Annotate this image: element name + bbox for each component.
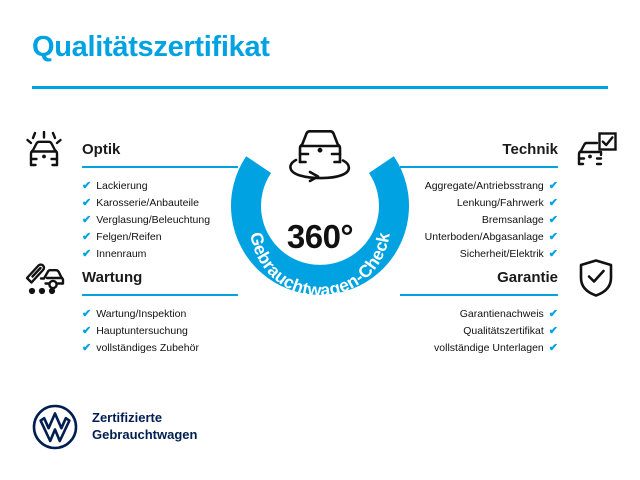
list-item-label: Hauptuntersuchung xyxy=(96,325,188,337)
car-service-wrench-icon xyxy=(22,258,66,298)
section-garantie: Garantie ✔ Garantienachweis ✔ Qualitätszer… xyxy=(396,258,618,357)
list-item: ✔ Karosserie/Anbauteile xyxy=(22,195,244,212)
list-item-label: Felgen/Reifen xyxy=(96,231,162,243)
section-divider-wartung xyxy=(82,294,238,296)
check-icon: ✔ xyxy=(82,180,92,192)
list-item: ✔ Garantienachweis xyxy=(396,306,618,323)
list-item-label: Wartung/Inspektion xyxy=(96,308,187,320)
checklist-technik: ✔ Aggregate/Antriebsstrang ✔ Lenkung/Fahrw… xyxy=(396,178,618,263)
list-item: ✔ Verglasung/Beleuchtung xyxy=(22,212,244,229)
footer-brand: Zertifizierte Gebrauchtwagen xyxy=(32,404,197,450)
check-icon: ✔ xyxy=(548,197,558,209)
section-title-optik: Optik xyxy=(82,141,121,158)
section-title-wartung: Wartung xyxy=(82,269,143,286)
check-icon: ✔ xyxy=(548,308,558,320)
check-icon: ✔ xyxy=(548,325,558,337)
list-item: ✔ Innenraum xyxy=(22,246,244,263)
volkswagen-logo xyxy=(32,404,78,450)
footer-line-2: Gebrauchtwagen xyxy=(92,427,198,442)
section-header-garantie: Garantie xyxy=(396,258,618,300)
check-icon: ✔ xyxy=(82,342,92,354)
list-item-label: Aggregate/Antriebsstrang xyxy=(424,180,544,192)
list-item: ✔ vollständiges Zubehör xyxy=(22,340,244,357)
section-optik: Optik ✔ Lackierung ✔ Karosserie/Anbauteile… xyxy=(22,130,244,263)
list-item-label: Sicherheit/Elektrik xyxy=(459,248,544,260)
check-icon: ✔ xyxy=(82,197,92,209)
list-item: ✔ Felgen/Reifen xyxy=(22,229,244,246)
car-shine-icon xyxy=(22,130,66,170)
list-item-label: Lackierung xyxy=(96,180,148,192)
checklist-garantie: ✔ Garantienachweis ✔ Qualitätszertifikat ✔… xyxy=(396,306,618,357)
list-item-label: Verglasung/Beleuchtung xyxy=(96,214,211,226)
check-icon: ✔ xyxy=(82,248,92,260)
list-item-label: Karosserie/Anbauteile xyxy=(96,197,199,209)
list-item: ✔ Unterboden/Abgasanlage xyxy=(396,229,618,246)
check-icon: ✔ xyxy=(82,308,92,320)
page-title: Qualitätszertifikat xyxy=(32,31,270,63)
section-title-garantie: Garantie xyxy=(497,269,558,286)
title-divider xyxy=(32,86,608,89)
check-icon: ✔ xyxy=(548,214,558,226)
badge-degrees: 360° xyxy=(286,218,354,255)
checklist-wartung: ✔ Wartung/Inspektion ✔ Hauptuntersuchung ✔… xyxy=(22,306,244,357)
list-item: ✔ vollständige Unterlagen xyxy=(396,340,618,357)
check-icon: ✔ xyxy=(82,214,92,226)
list-item: ✔ Wartung/Inspektion xyxy=(22,306,244,323)
section-divider-garantie xyxy=(400,294,558,296)
list-item: ✔ Sicherheit/Elektrik xyxy=(396,246,618,263)
list-item: ✔ Lackierung xyxy=(22,178,244,195)
section-header-technik: Technik xyxy=(396,130,618,172)
list-item-label: vollständiges Zubehör xyxy=(96,342,199,354)
check-icon: ✔ xyxy=(548,180,558,192)
list-item-label: Innenraum xyxy=(96,248,147,260)
list-item-label: Lenkung/Fahrwerk xyxy=(456,197,544,209)
checklist-optik: ✔ Lackierung ✔ Karosserie/Anbauteile ✔ Verg… xyxy=(22,178,244,263)
footer-brand-text: Zertifizierte Gebrauchtwagen xyxy=(92,410,197,443)
check-icon: ✔ xyxy=(548,248,558,260)
section-header-wartung: Wartung xyxy=(22,258,244,300)
list-item: ✔ Qualitätszertifikat xyxy=(396,323,618,340)
car-checkbox-icon xyxy=(574,130,618,170)
check-icon: ✔ xyxy=(82,325,92,337)
list-item-label: Qualitätszertifikat xyxy=(463,325,544,337)
list-item: ✔ Aggregate/Antriebsstrang xyxy=(396,178,618,195)
footer-line-1: Zertifizierte xyxy=(92,410,163,426)
list-item: ✔ Bremsanlage xyxy=(396,212,618,229)
car-rotate-icon xyxy=(289,130,351,183)
list-item: ✔ Hauptuntersuchung xyxy=(22,323,244,340)
360-gebrauchtwagen-check-badge: Gebrauchtwagen-Check 360° xyxy=(228,116,412,308)
list-item-label: vollständige Unterlagen xyxy=(434,342,544,354)
section-wartung: Wartung ✔ Wartung/Inspektion ✔ Hauptunters… xyxy=(22,258,244,357)
check-icon: ✔ xyxy=(548,231,558,243)
list-item-label: Unterboden/Abgasanlage xyxy=(424,231,544,243)
section-divider-optik xyxy=(82,166,238,168)
section-header-optik: Optik xyxy=(22,130,244,172)
section-technik: Technik ✔ Aggregate/Antriebsstrang ✔ Lenku… xyxy=(396,130,618,263)
list-item-label: Bremsanlage xyxy=(481,214,544,226)
list-item: ✔ Lenkung/Fahrwerk xyxy=(396,195,618,212)
shield-check-icon xyxy=(574,258,618,298)
list-item-label: Garantienachweis xyxy=(459,308,544,320)
section-title-technik: Technik xyxy=(502,141,558,158)
check-icon: ✔ xyxy=(82,231,92,243)
check-icon: ✔ xyxy=(548,342,558,354)
section-divider-technik xyxy=(400,166,558,168)
